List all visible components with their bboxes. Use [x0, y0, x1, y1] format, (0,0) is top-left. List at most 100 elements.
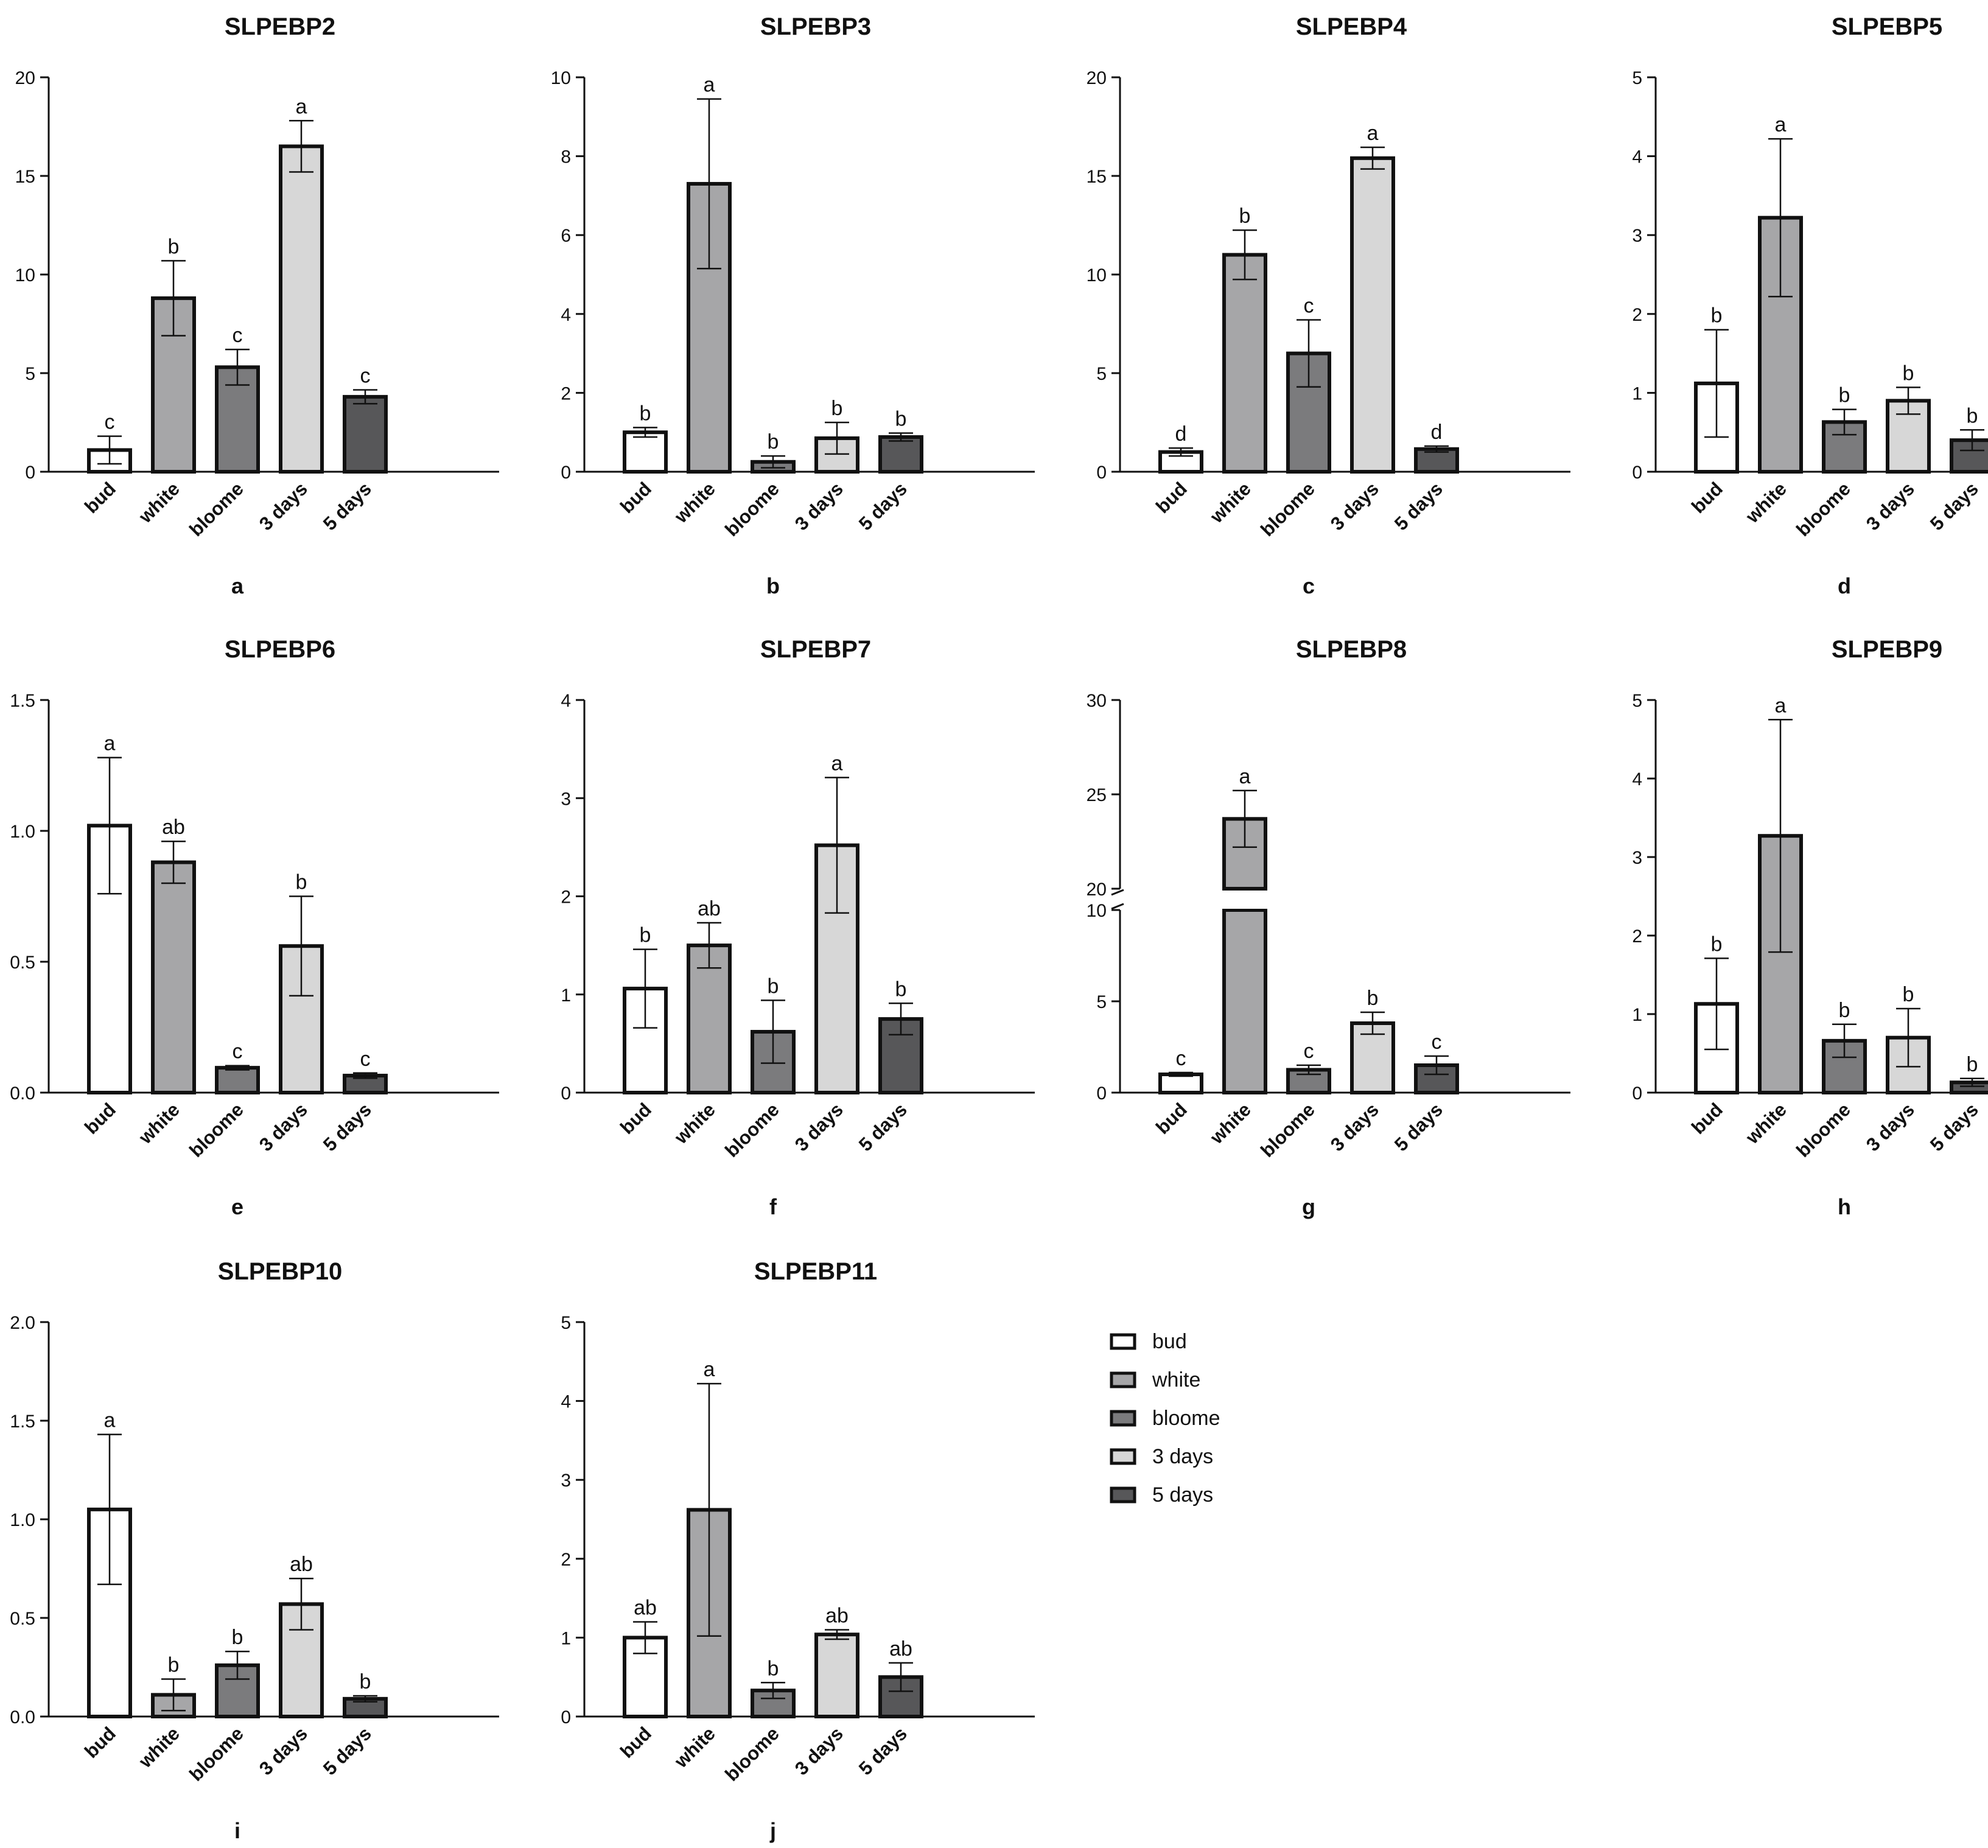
x-tick-label: 3 days	[1326, 1099, 1383, 1155]
x-tick-label: bud	[80, 1099, 120, 1138]
significance-letter: c	[233, 1040, 243, 1063]
significance-letter: a	[1775, 694, 1787, 717]
y-tick-label: 5	[25, 364, 35, 384]
y-tick-label: 1	[561, 1628, 571, 1648]
y-tick-label: 0	[1632, 463, 1642, 483]
bar-break-gap	[1220, 892, 1269, 909]
chart-title: SLPEBP11	[754, 1258, 877, 1285]
x-tick-label: bloome	[1256, 1099, 1319, 1161]
significance-letter: b	[1967, 1053, 1978, 1076]
x-tick-label: bloome	[185, 1099, 248, 1161]
x-tick-label: bud	[1687, 478, 1727, 517]
significance-letter: b	[895, 978, 907, 1001]
y-tick-label: 1	[561, 985, 571, 1006]
y-tick-label: 25	[1087, 785, 1107, 805]
chart-h: SLPEBP9 0 1 2 3 4 5 b bud a white b bloome b 3 days b 5 …	[1632, 636, 1988, 1219]
x-tick-label: bud	[80, 1723, 120, 1762]
significance-letter: b	[768, 975, 779, 998]
x-tick-label: bud	[1152, 478, 1191, 517]
significance-letter: ab	[634, 1596, 657, 1619]
significance-letter: b	[1839, 384, 1850, 407]
x-tick-label: white	[1741, 1099, 1790, 1148]
chart-title: SLPEBP8	[1296, 636, 1407, 663]
significance-letter: b	[895, 407, 907, 430]
x-tick-label: bloome	[1792, 1099, 1855, 1161]
panel-label: a	[231, 573, 244, 598]
x-tick-label: white	[134, 1099, 183, 1148]
x-tick-label: 3 days	[791, 478, 847, 534]
x-tick-label: 3 days	[1862, 1099, 1919, 1155]
y-tick-label: 4	[561, 1392, 571, 1412]
bar-5-days	[878, 435, 923, 474]
panel-label: f	[769, 1194, 777, 1219]
significance-letter: c	[360, 365, 371, 388]
panel-label: d	[1838, 573, 1851, 598]
x-tick-label: bloome	[721, 1099, 783, 1161]
significance-letter: c	[233, 324, 243, 347]
x-tick-label: 5 days	[1390, 478, 1447, 534]
legend-swatch	[1110, 1371, 1136, 1388]
panel-label: i	[234, 1818, 240, 1843]
significance-letter: b	[1903, 362, 1914, 385]
y-tick-label: 1.5	[10, 1412, 35, 1432]
y-tick-label: 1	[1632, 383, 1642, 404]
y-tick-label: 1	[1632, 1005, 1642, 1025]
x-tick-label: bud	[1687, 1099, 1727, 1138]
axis-break-mark	[1111, 889, 1124, 896]
x-tick-label: bloome	[185, 478, 248, 541]
y-tick-label: 0.0	[10, 1083, 35, 1104]
chart-title: SLPEBP2	[225, 13, 335, 40]
significance-letter: b	[168, 235, 180, 258]
significance-letter: b	[296, 871, 307, 894]
x-tick-label: 5 days	[319, 1099, 376, 1155]
x-tick-label: white	[670, 478, 719, 527]
y-tick-label: 10	[15, 265, 35, 285]
legend-label: bud	[1152, 1330, 1187, 1353]
significance-letter: a	[831, 752, 843, 775]
legend-label: 5 days	[1152, 1483, 1213, 1507]
chart-title: SLPEBP9	[1832, 636, 1942, 663]
x-tick-label: 3 days	[255, 1099, 312, 1155]
y-tick-label: 0	[561, 463, 571, 483]
significance-letter: c	[1304, 295, 1314, 318]
bar-5-days	[343, 394, 388, 474]
chart-b: SLPEBP3 0 2 4 6 8 10 b bud a white b bloome b 3 days b 5…	[551, 13, 1035, 598]
chart-title: SLPEBP3	[760, 13, 871, 40]
y-tick-label: 4	[1632, 769, 1642, 789]
y-tick-label: 0	[561, 1707, 571, 1727]
y-tick-label: 15	[15, 167, 35, 187]
significance-letter: b	[831, 397, 843, 420]
chart-title: SLPEBP7	[760, 636, 871, 663]
significance-letter: b	[640, 402, 651, 425]
bar-3-days	[1350, 156, 1395, 474]
y-tick-label: 2	[561, 383, 571, 404]
significance-letter: ab	[290, 1553, 313, 1576]
significance-letter: ab	[825, 1604, 849, 1627]
x-tick-label: bud	[616, 1099, 656, 1138]
significance-letter: b	[1903, 983, 1914, 1006]
x-tick-label: 5 days	[319, 1723, 376, 1779]
chart-i: SLPEBP10 0.0 0.5 1.0 1.5 2.0 a bud b white b bloome…	[10, 1258, 499, 1843]
x-tick-label: 3 days	[1862, 478, 1919, 534]
significance-letter: c	[1432, 1031, 1442, 1054]
y-tick-label: 5	[1632, 691, 1642, 711]
chart-e: SLPEBP6 0.0 0.5 1.0 1.5 a bud ab white c bloome b 3 …	[10, 636, 499, 1219]
legend-label: bloome	[1152, 1407, 1220, 1430]
x-tick-label: bloome	[1256, 478, 1319, 541]
x-tick-label: 3 days	[791, 1099, 847, 1155]
chart-f: SLPEBP7 0 1 2 3 4 b bud ab white b bloome a 3 days b 5 …	[561, 636, 1035, 1219]
y-tick-label: 0.5	[10, 953, 35, 973]
y-tick-label: 2	[1632, 926, 1642, 947]
y-tick-label: 3	[561, 789, 571, 809]
chart-j: SLPEBP11 0 1 2 3 4 5 ab bud a white b bloome ab 3 days…	[561, 1258, 1035, 1843]
y-tick-label: 3	[1632, 848, 1642, 868]
panel-label: g	[1302, 1194, 1315, 1219]
significance-letter: b	[768, 1657, 779, 1680]
significance-letter: ab	[162, 816, 185, 839]
chart-d: SLPEBP5 0 1 2 3 4 5 b bud a white b bloome b 3 days b 5 …	[1632, 13, 1988, 598]
bar-white	[151, 860, 196, 1094]
x-tick-label: white	[670, 1723, 719, 1772]
significance-letter: b	[168, 1653, 180, 1676]
x-tick-label: 5 days	[1926, 478, 1983, 534]
